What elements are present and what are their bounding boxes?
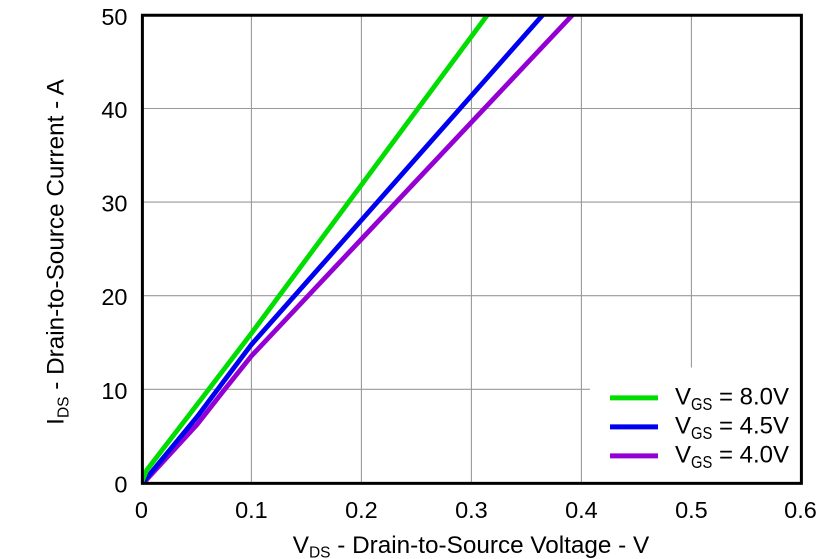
svg-text:0: 0: [135, 497, 148, 523]
svg-text:IDS - Drain-to-Source Current: IDS - Drain-to-Source Current - A: [43, 78, 73, 424]
svg-text:50: 50: [101, 4, 127, 30]
svg-text:40: 40: [101, 97, 127, 123]
svg-text:0.4: 0.4: [565, 497, 598, 523]
svg-text:0.5: 0.5: [675, 497, 708, 523]
svg-text:30: 30: [101, 191, 127, 217]
svg-text:0.3: 0.3: [455, 497, 488, 523]
svg-text:VDS - Drain-to-Source Voltage: VDS - Drain-to-Source Voltage - V: [293, 532, 650, 559]
svg-text:0.6: 0.6: [784, 497, 817, 523]
svg-text:10: 10: [101, 378, 127, 404]
svg-text:0: 0: [114, 472, 127, 498]
svg-text:20: 20: [101, 284, 127, 310]
svg-text:0.1: 0.1: [235, 497, 268, 523]
svg-text:0.2: 0.2: [345, 497, 378, 523]
svg-text:VGS = 4.0V: VGS = 4.0V: [675, 441, 789, 472]
